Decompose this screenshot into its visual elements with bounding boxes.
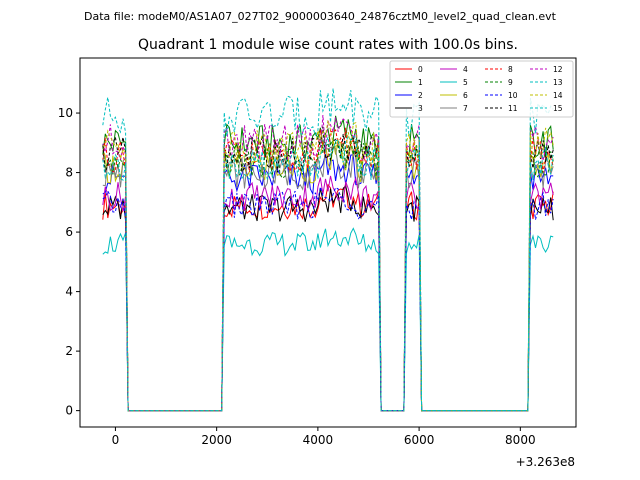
series-line-13 <box>102 88 554 412</box>
chart-title: Quadrant 1 module wise count rates with … <box>138 37 518 53</box>
y-tick-label: 8 <box>65 166 73 180</box>
legend-label-5: 5 <box>463 78 468 87</box>
series-line-0 <box>102 183 554 412</box>
x-tick-label: 6000 <box>404 433 435 447</box>
legend-label-8: 8 <box>508 65 513 74</box>
legend-label-11: 11 <box>508 104 518 113</box>
series-line-12 <box>102 114 554 412</box>
legend-frame <box>389 60 574 118</box>
legend-label-14: 14 <box>553 91 563 100</box>
legend-label-7: 7 <box>463 104 468 113</box>
y-tick-label: 6 <box>65 225 73 239</box>
data-file-label: Data file: modeM0/AS1A07_027T02_90000036… <box>84 10 557 23</box>
series-line-6 <box>102 140 554 412</box>
legend-label-13: 13 <box>553 78 563 87</box>
y-tick-label: 10 <box>58 106 73 120</box>
series-line-3 <box>102 185 554 412</box>
legend-label-1: 1 <box>418 78 423 87</box>
x-axis-offset-label: +3.263e8 <box>516 455 575 469</box>
series-line-10 <box>102 186 554 412</box>
legend-label-3: 3 <box>418 104 423 113</box>
series-line-5 <box>102 227 554 412</box>
x-tick-label: 4000 <box>303 433 334 447</box>
series-line-8 <box>102 127 554 412</box>
legend-label-6: 6 <box>463 91 468 100</box>
legend-label-10: 10 <box>508 91 518 100</box>
series-line-9 <box>102 137 554 412</box>
series-line-15 <box>102 135 554 412</box>
series-line-2 <box>102 153 554 412</box>
legend-label-9: 9 <box>508 78 513 87</box>
legend-label-4: 4 <box>463 65 468 74</box>
x-tick-label: 0 <box>112 433 120 447</box>
legend-label-0: 0 <box>418 65 423 74</box>
series-line-11 <box>102 126 554 412</box>
legend-label-15: 15 <box>553 104 563 113</box>
y-tick-label: 2 <box>65 344 73 358</box>
series-lines <box>102 88 554 412</box>
y-tick-label: 4 <box>65 285 73 299</box>
y-tick-label: 0 <box>65 404 73 418</box>
x-tick-label: 2000 <box>201 433 232 447</box>
x-tick-label: 8000 <box>505 433 536 447</box>
legend-label-12: 12 <box>553 65 563 74</box>
legend-label-2: 2 <box>418 91 423 100</box>
x-axis: 0 2000 4000 6000 8000 <box>112 427 536 447</box>
y-axis: 0 2 4 6 8 10 <box>58 106 80 418</box>
plot-area-frame <box>79 57 577 428</box>
